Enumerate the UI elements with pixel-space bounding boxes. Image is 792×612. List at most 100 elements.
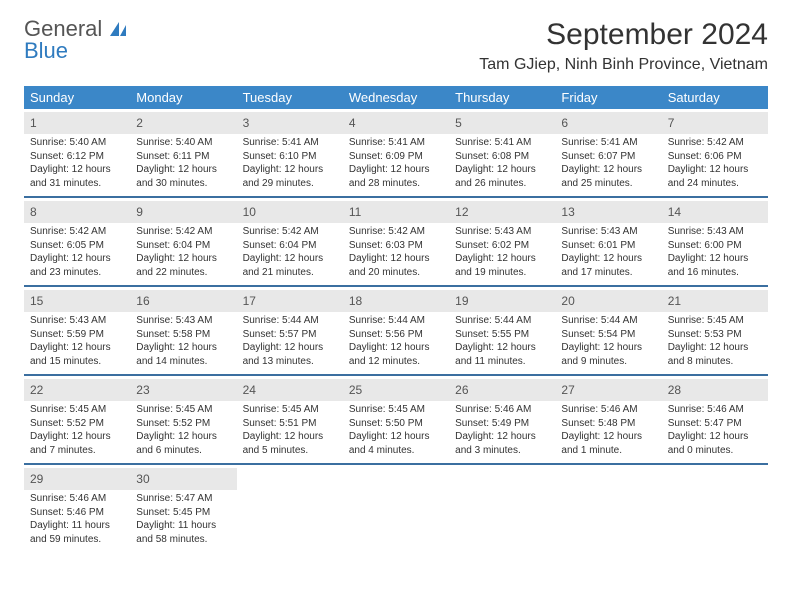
sunrise: Sunrise: 5:41 AM <box>561 136 655 150</box>
sunrise: Sunrise: 5:45 AM <box>136 403 230 417</box>
day-number: 23 <box>136 383 149 397</box>
weekdays-header: Sunday Monday Tuesday Wednesday Thursday… <box>24 86 768 109</box>
daylight-line1: Daylight: 12 hours <box>30 163 124 177</box>
day-info: Sunrise: 5:45 AMSunset: 5:50 PMDaylight:… <box>349 403 443 457</box>
daylight-line1: Daylight: 12 hours <box>455 252 549 266</box>
header: General Blue September 2024 Tam GJiep, N… <box>24 18 768 74</box>
daylight-line2: and 5 minutes. <box>243 444 337 458</box>
day-number: 14 <box>668 205 681 219</box>
daylight-line2: and 19 minutes. <box>455 266 549 280</box>
daynum-row: 14 <box>662 201 768 223</box>
week-row: 22Sunrise: 5:45 AMSunset: 5:52 PMDayligh… <box>24 376 768 465</box>
sunset: Sunset: 6:04 PM <box>243 239 337 253</box>
day-info: Sunrise: 5:44 AMSunset: 5:54 PMDaylight:… <box>561 314 655 368</box>
sunset: Sunset: 6:12 PM <box>30 150 124 164</box>
daylight-line1: Daylight: 12 hours <box>243 163 337 177</box>
day-number: 18 <box>349 294 362 308</box>
day-info: Sunrise: 5:42 AMSunset: 6:06 PMDaylight:… <box>668 136 762 190</box>
sunrise: Sunrise: 5:47 AM <box>136 492 230 506</box>
daylight-line1: Daylight: 11 hours <box>30 519 124 533</box>
day-cell: 19Sunrise: 5:44 AMSunset: 5:55 PMDayligh… <box>449 287 555 374</box>
day-number: 25 <box>349 383 362 397</box>
daylight-line1: Daylight: 12 hours <box>136 163 230 177</box>
daynum-row: 30 <box>130 468 236 490</box>
daynum-row: 26 <box>449 379 555 401</box>
daynum-row: 7 <box>662 112 768 134</box>
daylight-line1: Daylight: 12 hours <box>243 252 337 266</box>
day-number: 30 <box>136 472 149 486</box>
day-info: Sunrise: 5:45 AMSunset: 5:52 PMDaylight:… <box>30 403 124 457</box>
day-cell: 22Sunrise: 5:45 AMSunset: 5:52 PMDayligh… <box>24 376 130 463</box>
location: Tam GJiep, Ninh Binh Province, Vietnam <box>479 56 768 74</box>
sunset: Sunset: 6:02 PM <box>455 239 549 253</box>
sunrise: Sunrise: 5:43 AM <box>668 225 762 239</box>
daylight-line2: and 30 minutes. <box>136 177 230 191</box>
daynum-row: 2 <box>130 112 236 134</box>
daynum-row: 5 <box>449 112 555 134</box>
calendar: Sunday Monday Tuesday Wednesday Thursday… <box>24 86 768 552</box>
sunset: Sunset: 5:47 PM <box>668 417 762 431</box>
daylight-line1: Daylight: 12 hours <box>243 430 337 444</box>
daylight-line1: Daylight: 12 hours <box>30 430 124 444</box>
weekday-tuesday: Tuesday <box>237 86 343 109</box>
day-number: 2 <box>136 116 143 130</box>
sunset: Sunset: 6:00 PM <box>668 239 762 253</box>
sunrise: Sunrise: 5:42 AM <box>136 225 230 239</box>
weekday-thursday: Thursday <box>449 86 555 109</box>
day-cell: 23Sunrise: 5:45 AMSunset: 5:52 PMDayligh… <box>130 376 236 463</box>
day-cell: 20Sunrise: 5:44 AMSunset: 5:54 PMDayligh… <box>555 287 661 374</box>
day-number: 29 <box>30 472 43 486</box>
day-number: 8 <box>30 205 37 219</box>
day-number: 27 <box>561 383 574 397</box>
day-cell: 16Sunrise: 5:43 AMSunset: 5:58 PMDayligh… <box>130 287 236 374</box>
daylight-line2: and 21 minutes. <box>243 266 337 280</box>
daynum-row: 13 <box>555 201 661 223</box>
daylight-line1: Daylight: 12 hours <box>136 341 230 355</box>
daylight-line2: and 1 minute. <box>561 444 655 458</box>
sunrise: Sunrise: 5:46 AM <box>668 403 762 417</box>
sunset: Sunset: 5:58 PM <box>136 328 230 342</box>
daylight-line2: and 3 minutes. <box>455 444 549 458</box>
sunrise: Sunrise: 5:42 AM <box>668 136 762 150</box>
daylight-line2: and 28 minutes. <box>349 177 443 191</box>
daynum-row: 19 <box>449 290 555 312</box>
sunset: Sunset: 5:52 PM <box>30 417 124 431</box>
daylight-line1: Daylight: 12 hours <box>30 341 124 355</box>
daynum-row: 22 <box>24 379 130 401</box>
daynum-row: 16 <box>130 290 236 312</box>
daylight-line2: and 9 minutes. <box>561 355 655 369</box>
day-number: 9 <box>136 205 143 219</box>
sunrise: Sunrise: 5:45 AM <box>349 403 443 417</box>
daylight-line1: Daylight: 12 hours <box>349 252 443 266</box>
daylight-line1: Daylight: 12 hours <box>349 430 443 444</box>
day-info: Sunrise: 5:45 AMSunset: 5:53 PMDaylight:… <box>668 314 762 368</box>
day-cell: 27Sunrise: 5:46 AMSunset: 5:48 PMDayligh… <box>555 376 661 463</box>
day-number: 24 <box>243 383 256 397</box>
day-info: Sunrise: 5:44 AMSunset: 5:55 PMDaylight:… <box>455 314 549 368</box>
daylight-line1: Daylight: 12 hours <box>668 163 762 177</box>
daylight-line1: Daylight: 11 hours <box>136 519 230 533</box>
day-info: Sunrise: 5:40 AMSunset: 6:12 PMDaylight:… <box>30 136 124 190</box>
daylight-line2: and 58 minutes. <box>136 533 230 547</box>
day-cell: 25 Sunrise: 5:45 AMSunset: 5:50 PMDayligh… <box>343 376 449 463</box>
daylight-line2: and 23 minutes. <box>30 266 124 280</box>
sunset: Sunset: 5:55 PM <box>455 328 549 342</box>
sunrise: Sunrise: 5:42 AM <box>30 225 124 239</box>
day-number: 5 <box>455 116 462 130</box>
day-cell <box>343 465 449 552</box>
title-block: September 2024 Tam GJiep, Ninh Binh Prov… <box>479 18 768 74</box>
daylight-line1: Daylight: 12 hours <box>243 341 337 355</box>
day-info: Sunrise: 5:41 AMSunset: 6:09 PMDaylight:… <box>349 136 443 190</box>
daynum-row: 18 <box>343 290 449 312</box>
daynum-row: 4 <box>343 112 449 134</box>
day-number: 1 <box>30 116 37 130</box>
sunrise: Sunrise: 5:42 AM <box>243 225 337 239</box>
daylight-line1: Daylight: 12 hours <box>30 252 124 266</box>
sunrise: Sunrise: 5:40 AM <box>30 136 124 150</box>
daylight-line1: Daylight: 12 hours <box>455 430 549 444</box>
day-cell <box>555 465 661 552</box>
day-info: Sunrise: 5:43 AMSunset: 5:59 PMDaylight:… <box>30 314 124 368</box>
daylight-line1: Daylight: 12 hours <box>455 163 549 177</box>
day-cell: 28Sunrise: 5:46 AMSunset: 5:47 PMDayligh… <box>662 376 768 463</box>
day-info: Sunrise: 5:46 AMSunset: 5:46 PMDaylight:… <box>30 492 124 546</box>
